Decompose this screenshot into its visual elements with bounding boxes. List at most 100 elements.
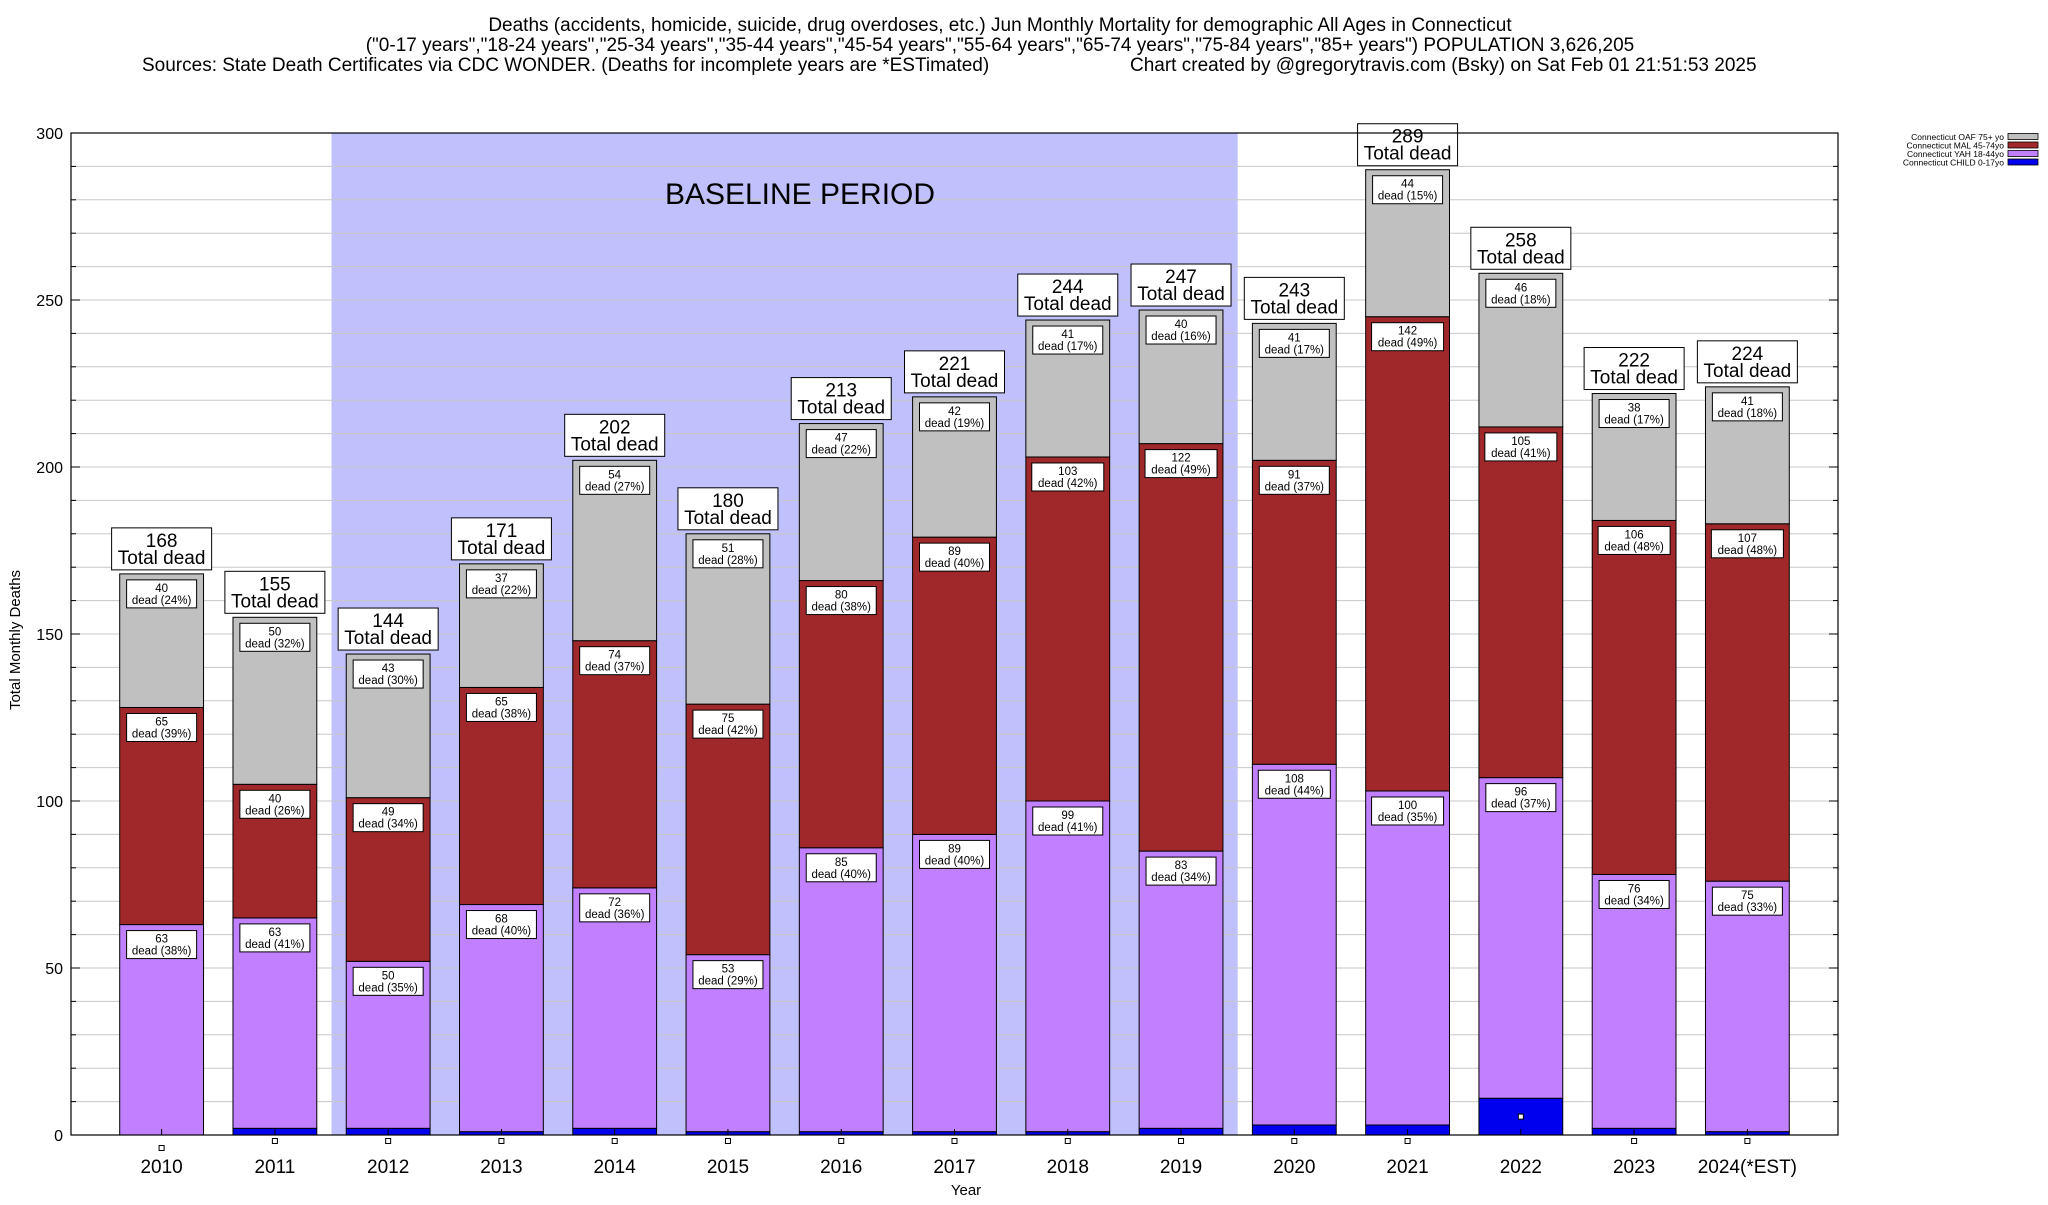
segment-pct-label: dead (24%) — [132, 595, 192, 607]
total-dead-label: Total dead — [911, 371, 999, 392]
segment-label-box — [1710, 529, 1784, 559]
segment-label-box — [805, 586, 877, 616]
segment-value-label: 41 — [1061, 329, 1074, 341]
y-tick-label: 100 — [36, 794, 63, 811]
segment-value-label: 43 — [382, 663, 395, 675]
segment-label-box — [919, 402, 990, 432]
bar-segment — [459, 904, 544, 1133]
segment-pct-label: dead (28%) — [698, 555, 758, 567]
segment-value-label: 47 — [835, 433, 848, 445]
bar-segment — [1704, 880, 1790, 1133]
segment-value-label: 50 — [382, 970, 395, 982]
marker-square — [1291, 1138, 1298, 1144]
total-value-label: 222 — [1618, 351, 1650, 372]
segment-label-box — [1371, 796, 1445, 826]
x-tick-label: 2022 — [1500, 1157, 1542, 1178]
segment-label-box — [579, 893, 651, 923]
segment-value-label: 108 — [1285, 773, 1304, 785]
total-value-label: 247 — [1165, 267, 1197, 288]
x-tick-label: 2023 — [1613, 1157, 1655, 1178]
bar-segment — [912, 536, 997, 835]
x-tick-label: 2017 — [933, 1157, 975, 1178]
segment-pct-label: dead (42%) — [1038, 478, 1098, 490]
total-label-box — [1696, 340, 1798, 384]
segment-value-label: 106 — [1625, 529, 1644, 541]
total-dead-label: Total dead — [1024, 294, 1112, 315]
x-tick-label: 2015 — [707, 1157, 749, 1178]
segment-label-box — [126, 712, 198, 742]
total-label-box — [1130, 263, 1232, 307]
segment-pct-label: dead (41%) — [245, 939, 305, 951]
segment-value-label: 89 — [948, 546, 961, 558]
segment-value-label: 74 — [608, 650, 621, 662]
total-label-box — [111, 527, 213, 571]
segment-pct-label: dead (39%) — [132, 728, 192, 740]
bar-segment — [1365, 790, 1450, 1126]
legend-swatch — [2007, 141, 2039, 149]
total-dead-label: Total dead — [458, 538, 546, 559]
total-label-box — [224, 570, 326, 614]
segment-label-box — [1258, 465, 1330, 495]
segment-pct-label: dead (19%) — [925, 418, 985, 430]
segment-pct-label: dead (18%) — [1491, 294, 1551, 306]
segment-value-label: 107 — [1738, 533, 1757, 545]
segment-pct-label: dead (37%) — [1491, 799, 1551, 811]
x-tick-label: 2018 — [1047, 1157, 1089, 1178]
segment-label-box — [465, 692, 537, 722]
segment-pct-label: dead (17%) — [1265, 344, 1325, 356]
marker-square — [1631, 1138, 1638, 1144]
segment-pct-label: dead (37%) — [1265, 481, 1325, 493]
bar-segment — [459, 686, 544, 906]
segment-pct-label: dead (48%) — [1604, 541, 1664, 553]
total-value-label: 258 — [1505, 230, 1537, 251]
segment-label-box — [352, 803, 424, 833]
segment-label-box — [919, 839, 990, 869]
bar-segment — [572, 640, 658, 889]
segment-pct-label: dead (41%) — [1491, 448, 1551, 460]
chart-sources: Sources: State Death Certificates via CD… — [142, 55, 989, 76]
marker-square — [1517, 1113, 1524, 1120]
segment-pct-label: dead (42%) — [698, 725, 758, 737]
segment-label-box — [465, 910, 537, 940]
y-tick-label: 0 — [54, 1128, 63, 1145]
segment-value-label: 38 — [1628, 403, 1641, 415]
x-tick-label: 2019 — [1160, 1157, 1202, 1178]
total-label-box — [1357, 123, 1459, 167]
segment-value-label: 49 — [382, 807, 395, 819]
total-label-box — [904, 350, 1005, 394]
segment-value-label: 83 — [1175, 860, 1188, 872]
bar-segment — [232, 917, 318, 1129]
segment-value-label: 65 — [495, 696, 508, 708]
y-axis-label: Total Monthly Deaths — [7, 570, 24, 710]
bar-segment — [798, 580, 884, 849]
segment-value-label: 72 — [608, 897, 621, 909]
marker-square — [271, 1138, 278, 1144]
total-label-box — [564, 413, 666, 457]
segment-label-box — [1485, 783, 1557, 813]
segment-value-label: 40 — [268, 793, 281, 805]
segment-label-box — [579, 646, 651, 676]
segment-value-label: 89 — [948, 843, 961, 855]
segment-pct-label: dead (26%) — [245, 805, 305, 817]
total-dead-label: Total dead — [231, 591, 319, 612]
segment-label-box — [805, 429, 877, 459]
total-label-box — [677, 487, 779, 531]
baseline-label: BASELINE PERIOD — [665, 178, 935, 211]
segment-pct-label: dead (38%) — [811, 602, 871, 614]
segment-value-label: 75 — [1741, 890, 1754, 902]
bar-segment — [572, 887, 658, 1129]
segment-label-box — [1144, 449, 1218, 479]
segment-label-box — [1371, 322, 1445, 352]
segment-label-box — [352, 659, 424, 689]
segment-value-label: 142 — [1398, 326, 1417, 338]
segment-label-box — [1597, 525, 1671, 555]
total-value-label: 171 — [486, 521, 518, 542]
segment-pct-label: dead (15%) — [1378, 191, 1438, 203]
total-value-label: 221 — [939, 354, 971, 375]
bar-segment — [1478, 777, 1564, 1099]
total-value-label: 202 — [599, 417, 631, 438]
segment-label-box — [1145, 315, 1217, 345]
y-tick-label: 250 — [36, 293, 63, 310]
bar-segment — [1365, 316, 1450, 792]
segment-pct-label: dead (36%) — [585, 909, 645, 921]
